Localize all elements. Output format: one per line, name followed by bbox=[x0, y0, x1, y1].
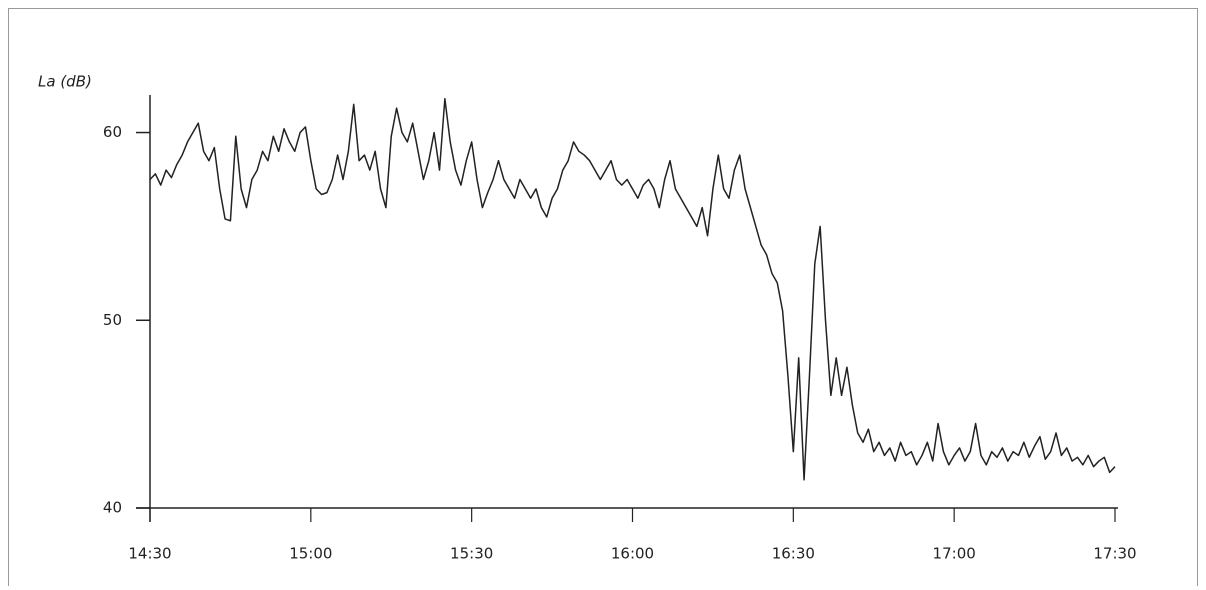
x-tick-label: 15:30 bbox=[450, 545, 493, 563]
y-tick-label: 50 bbox=[103, 311, 122, 329]
y-tick-label: 60 bbox=[103, 123, 122, 141]
x-tick-label: 14:30 bbox=[128, 545, 171, 563]
data-line bbox=[149, 98, 1116, 481]
frame bbox=[8, 8, 1198, 590]
x-tick-label: 16:30 bbox=[772, 545, 815, 563]
x-tick-label: 16:00 bbox=[611, 545, 654, 563]
x-tick-label: 15:00 bbox=[289, 545, 332, 563]
x-tick-label: 17:00 bbox=[933, 545, 976, 563]
y-axis-label: La (dB) bbox=[38, 73, 92, 91]
x-tick-label: 17:30 bbox=[1093, 545, 1136, 563]
y-tick-label: 40 bbox=[103, 499, 122, 517]
